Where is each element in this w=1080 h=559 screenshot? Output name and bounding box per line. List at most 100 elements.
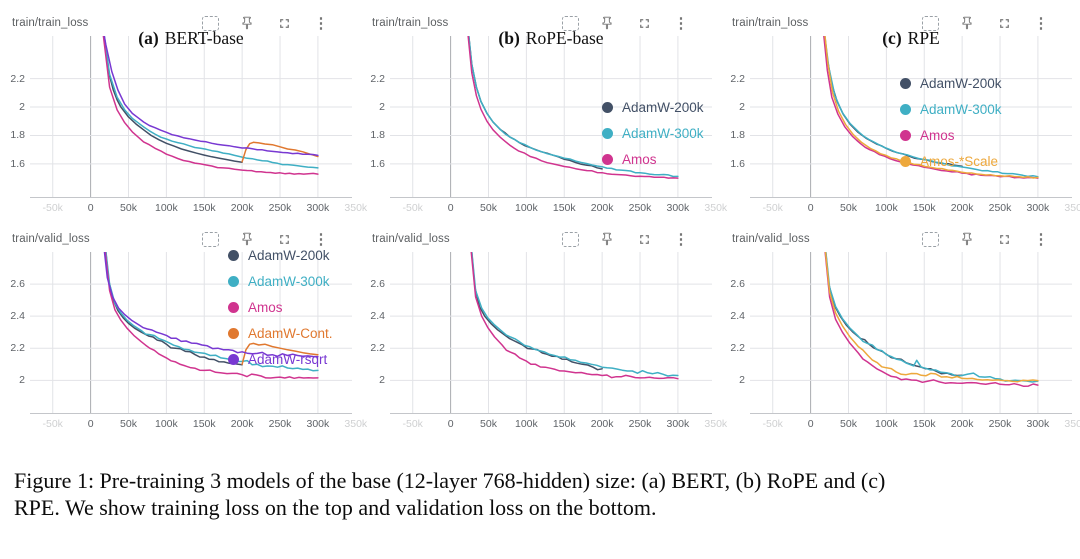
y-tick-label: 1.8 [370, 129, 385, 142]
legend-item: AdamW-Cont. [228, 320, 333, 346]
fullscreen-icon[interactable] [635, 14, 653, 32]
card-header: train/valid_loss ⋮ [720, 224, 1080, 252]
x-tick-label: 250k [268, 202, 292, 214]
legend-item: AdamW-200k [602, 94, 704, 120]
legend-item: AdamW-300k [228, 268, 333, 294]
y-tick-label: 1.8 [10, 129, 25, 142]
fit-to-data-icon[interactable] [921, 230, 939, 248]
plot-area[interactable]: 1.6 1.8 2 2.2 -50k 0 50k 100k 150k 200k 250k 300k 35… [720, 36, 1080, 222]
x-tick-label: 350k [344, 418, 368, 430]
x-tick-label: 0 [87, 418, 94, 430]
card-valid-loss-rpe: train/valid_loss ⋮ 2 2.2 2.4 2.6 -50k 0 50k 100… [720, 224, 1080, 440]
fit-to-data-icon[interactable] [561, 14, 579, 32]
x-tick-label: 50k [840, 418, 857, 430]
y-tick-label: 2.2 [370, 342, 385, 355]
fit-box-glyph [201, 15, 219, 31]
more-options-icon[interactable]: ⋮ [1033, 230, 1049, 248]
x-tick-label: 0 [807, 418, 814, 430]
caption-line-2: RPE. We show training loss on the top an… [14, 494, 657, 520]
chart-legend: AdamW-200k AdamW-300k Amos Amos-*Scale [900, 70, 1002, 174]
y-tick-label: 1.6 [730, 157, 745, 170]
pin-icon[interactable] [958, 230, 976, 248]
legend-color-dot [228, 301, 239, 313]
x-tick-label: -50k [42, 418, 63, 430]
more-options-icon[interactable]: ⋮ [1033, 14, 1049, 32]
x-tick-label: 50k [480, 202, 497, 214]
legend-label: AdamW-300k [920, 101, 1002, 117]
figure-caption: Figure 1: Pre-training 3 models of the b… [14, 468, 1066, 522]
x-tick-label: 200k [590, 202, 614, 214]
card-header: train/train_loss ⋮ [0, 8, 360, 36]
legend-item: AdamW-300k [900, 96, 1002, 122]
plot-area[interactable]: 2 2.2 2.4 2.6 -50k 0 50k 100k 150k 200k 250k 300k 35… [360, 252, 727, 438]
series-AdamW-rsqrt [103, 36, 319, 157]
fullscreen-icon[interactable] [995, 230, 1013, 248]
legend-label: AdamW-Cont. [248, 325, 333, 341]
series-AdamW-Cont. [241, 141, 319, 163]
loss-chart [750, 36, 1072, 198]
pin-icon[interactable] [598, 14, 616, 32]
chart-legend: AdamW-200k AdamW-300k Amos AdamW-Cont. AdamW… [228, 242, 333, 372]
plot-area[interactable]: 1.6 1.8 2 2.2 -50k 0 50k 100k 150k 200k 250k 300k 35… [0, 36, 367, 222]
fit-to-data-icon[interactable] [561, 230, 579, 248]
x-tick-label: 50k [120, 418, 137, 430]
x-tick-label: 250k [628, 202, 652, 214]
pin-icon[interactable] [958, 14, 976, 32]
legend-color-dot [602, 101, 613, 113]
series-Amos-*Scale [824, 36, 1039, 179]
series-Amos [102, 36, 319, 175]
x-tick-label: 100k [874, 418, 898, 430]
fit-box-glyph [201, 231, 219, 247]
fit-to-data-icon[interactable] [921, 14, 939, 32]
plot-area[interactable]: 1.6 1.8 2 2.2 -50k 0 50k 100k 150k 200k 250k 300k 35… [360, 36, 727, 222]
x-tick-label: -50k [42, 202, 63, 214]
series-AdamW-200k [103, 36, 243, 163]
fullscreen-icon[interactable] [275, 14, 293, 32]
legend-color-dot [228, 275, 239, 287]
figure-panels: train/train_loss ⋮ (a) BERT-base 1.6 1.8 2 2… [0, 8, 1080, 440]
x-tick-label: 150k [912, 418, 936, 430]
x-tick-label: 300k [666, 418, 690, 430]
plot-area[interactable]: 2 2.2 2.4 2.6 -50k 0 50k 100k 150k 200k 250k 300k 35… [720, 252, 1080, 438]
series-AdamW-200k [470, 252, 603, 371]
x-tick-label: 150k [192, 202, 216, 214]
legend-label: AdamW-rsqrt [248, 351, 328, 367]
x-tick-label: 250k [988, 418, 1012, 430]
loss-chart [390, 36, 712, 198]
card-valid-loss-bert-base: train/valid_loss ⋮ 2 2.2 2.4 2.6 -50k 0 50k 100… [0, 224, 367, 440]
legend-color-dot [900, 77, 911, 89]
fullscreen-icon[interactable] [275, 230, 293, 248]
fit-to-data-icon[interactable] [201, 14, 219, 32]
x-tick-label: 300k [306, 418, 330, 430]
fullscreen-icon[interactable] [995, 14, 1013, 32]
y-tick-label: 2.2 [730, 72, 745, 85]
plot-area[interactable]: 2 2.2 2.4 2.6 -50k 0 50k 100k 150k 200k 250k 300k 35… [0, 248, 367, 438]
more-options-icon[interactable]: ⋮ [313, 14, 329, 32]
series-AdamW-300k [825, 252, 1039, 383]
x-tick-label: 300k [306, 202, 330, 214]
more-options-icon[interactable]: ⋮ [313, 230, 329, 248]
legend-color-dot [228, 327, 239, 339]
fullscreen-icon[interactable] [635, 230, 653, 248]
pin-icon[interactable] [238, 230, 256, 248]
legend-item: AdamW-rsqrt [228, 346, 333, 372]
y-tick-label: 1.8 [730, 129, 745, 142]
series-Amos-*Scale [824, 252, 1039, 383]
y-tick-label: 2 [739, 101, 745, 114]
x-tick-label: 100k [154, 418, 178, 430]
more-options-icon[interactable]: ⋮ [673, 14, 689, 32]
legend-item: Amos [602, 146, 704, 172]
x-tick-label: 350k [344, 202, 368, 214]
series-AdamW-300k [471, 252, 679, 377]
pin-icon[interactable] [598, 230, 616, 248]
fit-to-data-icon[interactable] [201, 230, 219, 248]
legend-color-dot [228, 353, 239, 365]
y-tick-label: 2 [19, 101, 25, 114]
legend-item: Amos [228, 294, 333, 320]
x-tick-label: 100k [874, 202, 898, 214]
legend-item: AdamW-200k [900, 70, 1002, 96]
pin-icon[interactable] [238, 14, 256, 32]
more-options-icon[interactable]: ⋮ [673, 230, 689, 248]
y-tick-label: 2.4 [370, 310, 385, 323]
series-AdamW-300k [468, 36, 679, 178]
